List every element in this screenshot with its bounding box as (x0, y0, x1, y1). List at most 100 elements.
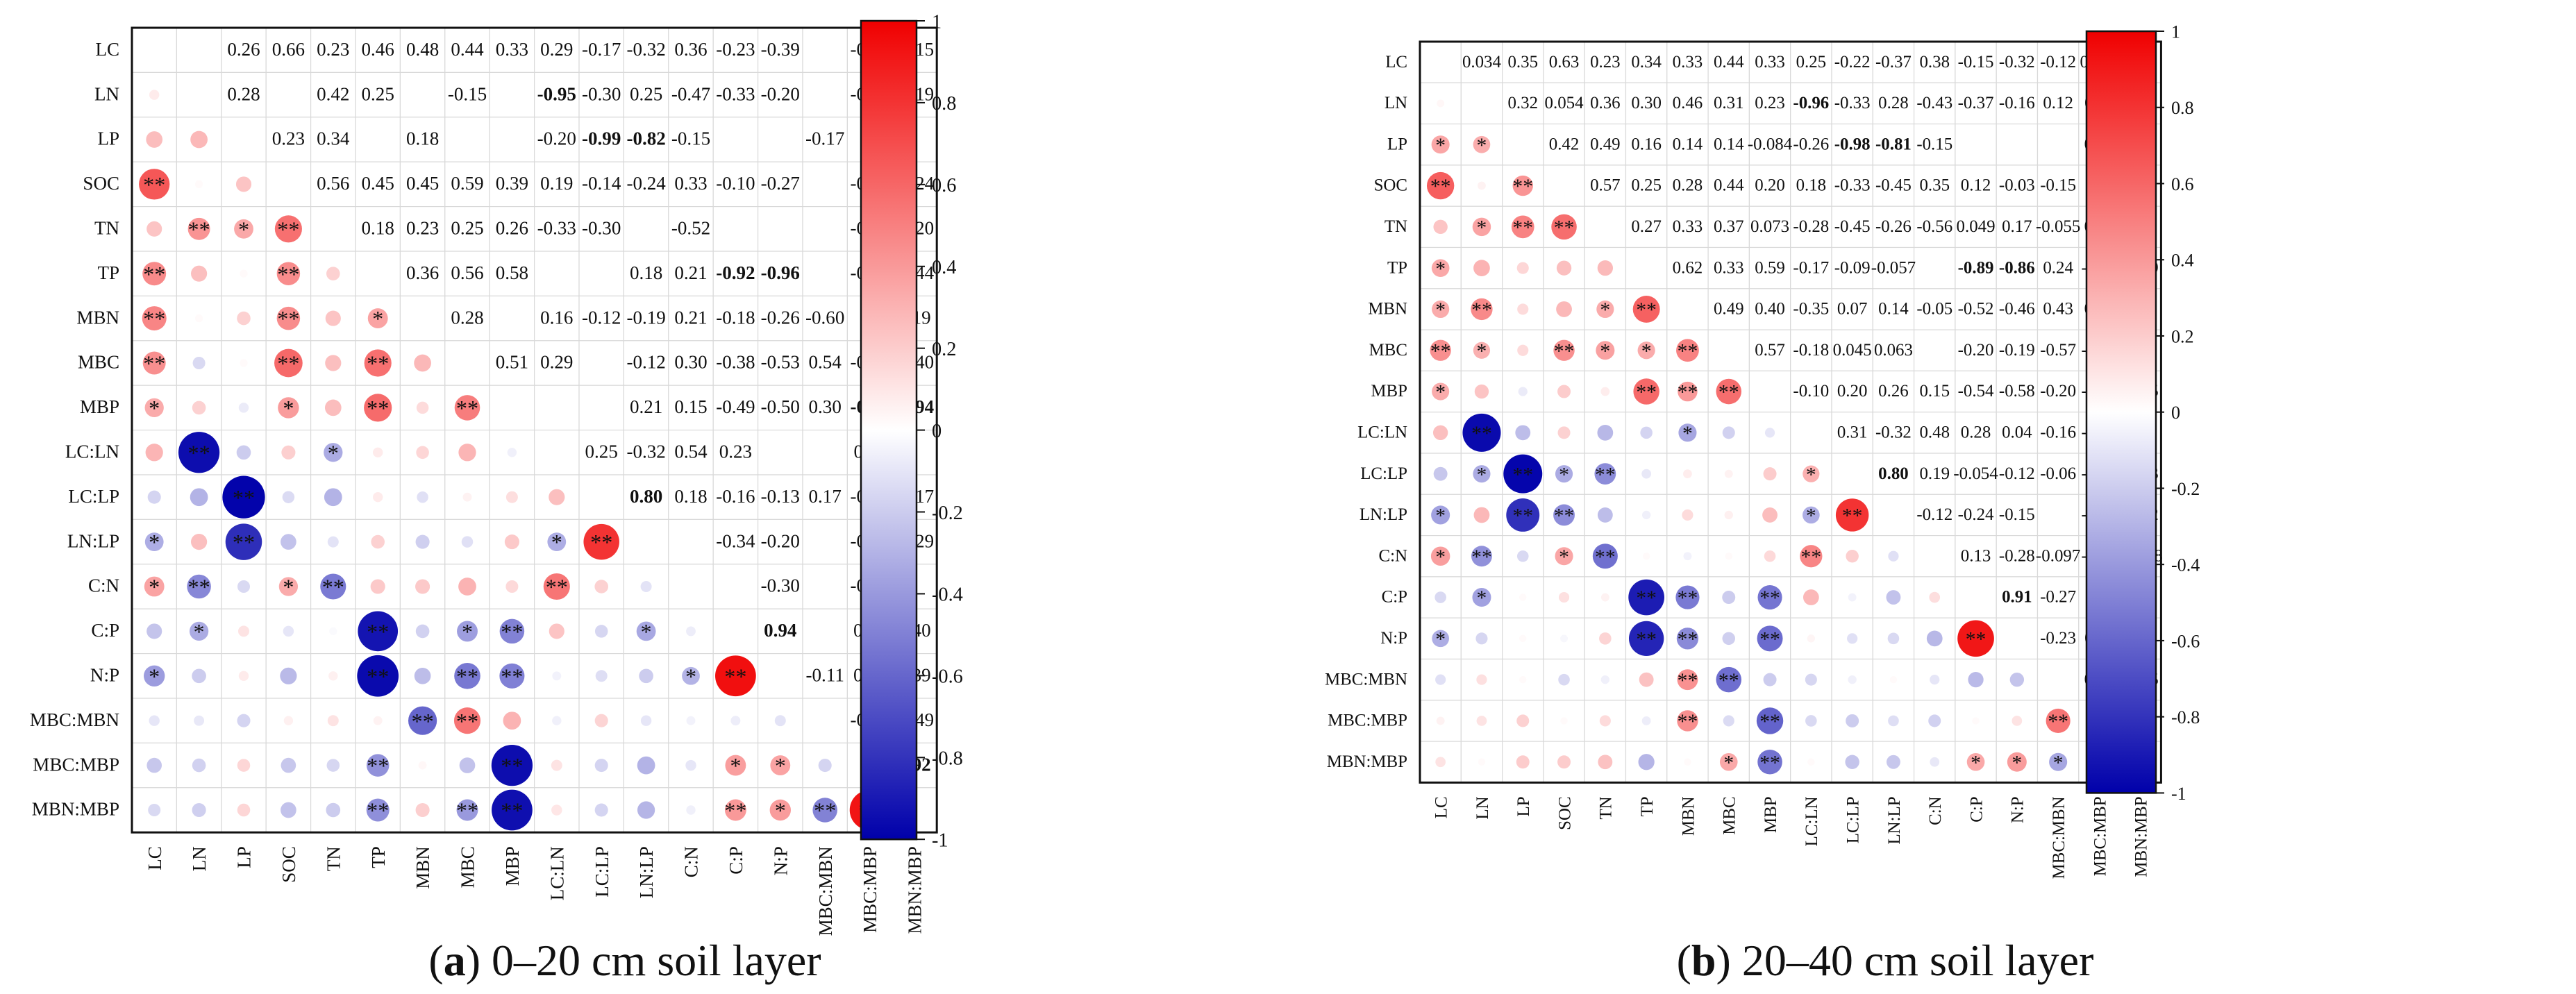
coefficient-label: -0.47 (671, 83, 710, 104)
correlation-circle (194, 314, 203, 323)
correlation-circle (1553, 504, 1575, 526)
correlation-circle (1556, 301, 1572, 317)
correlation-circle (1835, 498, 1869, 532)
significance-mark: ** (590, 530, 612, 555)
correlation-circle (357, 655, 399, 697)
significance-mark: * (685, 664, 696, 689)
row-label: LC (95, 39, 119, 60)
grid-cell (802, 27, 848, 74)
correlation-circle (1807, 634, 1816, 643)
grid-cell (668, 71, 714, 118)
grid-cell (1625, 658, 1668, 701)
row-label: MBN (1368, 300, 1407, 319)
grid-cell (533, 385, 580, 431)
grid-cell (1955, 576, 1997, 618)
significance-mark: ** (1678, 670, 1698, 692)
correlation-circle (1675, 585, 1700, 609)
grid-cell (1748, 370, 1791, 413)
significance-mark: ** (143, 306, 165, 331)
coefficient-label: 0.34 (1631, 53, 1662, 71)
correlation-circle (276, 262, 301, 285)
correlation-circle (190, 488, 208, 507)
significance-mark: * (1435, 505, 1446, 528)
correlation-circle (499, 618, 525, 644)
grid-cell (1460, 658, 1503, 701)
row-label: C:P (1382, 588, 1407, 607)
grid-cell (1996, 82, 2039, 125)
coefficient-label: -0.22 (1834, 53, 1871, 71)
colorbar-tick-label: -0.2 (932, 503, 963, 524)
correlation-circle (1478, 758, 1486, 766)
coefficient-label: -0.34 (716, 530, 755, 551)
coefficient-label: 0.80 (630, 486, 662, 507)
significance-mark: ** (367, 753, 389, 778)
significance-mark: ** (1759, 711, 1780, 733)
grid-cell (1748, 82, 1791, 125)
grid-cell (1955, 412, 1997, 454)
grid-cell (802, 698, 848, 744)
row-label: MBC:MBN (30, 709, 119, 730)
correlation-circle (1888, 715, 1899, 727)
correlation-circle (1511, 215, 1534, 239)
grid-cell (2036, 453, 2080, 495)
grid-cell (1872, 288, 1915, 330)
grid-cell (668, 519, 714, 565)
grid-cell (1996, 453, 2039, 495)
correlation-circle (371, 534, 385, 549)
row-label: SOC (1374, 176, 1407, 195)
correlation-circle (1632, 295, 1660, 323)
coefficient-label: -0.09 (1834, 258, 1871, 277)
significance-mark: ** (277, 262, 299, 287)
heatmap-panel-b: 0.034 0.35 0.63 0.23 0.34 0.33 0.44 0.33 0.25 -0.… (1288, 0, 2576, 994)
grid-cell (802, 71, 848, 118)
coefficient-label: -0.10 (716, 173, 755, 194)
grid-cell (1872, 494, 1915, 537)
correlation-circle (192, 668, 206, 684)
grid-cell (1955, 453, 1997, 495)
significance-mark: ** (1512, 464, 1533, 486)
grid-cell (444, 27, 490, 74)
correlation-circle (1592, 544, 1618, 569)
grid-cell (802, 474, 848, 521)
correlation-circle (1597, 507, 1613, 523)
grid-cell (399, 385, 446, 431)
coefficient-label: -0.98 (1834, 135, 1871, 153)
coefficient-label: 0.39 (496, 173, 528, 194)
grid-cell (668, 474, 714, 521)
correlation-circle (1676, 627, 1699, 650)
correlation-circle (552, 716, 562, 725)
coefficient-label: -0.81 (1875, 135, 1912, 153)
row-label: C:P (91, 620, 119, 641)
significance-mark: ** (1678, 629, 1698, 651)
coefficient-label: 0.18 (630, 262, 662, 283)
significance-mark: * (775, 798, 786, 823)
coefficient-label: -0.45 (1875, 176, 1912, 195)
row-label: N:P (1380, 629, 1407, 648)
correlation-circle (408, 706, 437, 735)
correlation-circle (1764, 428, 1775, 438)
correlation-circle (235, 176, 252, 192)
coefficient-label: 0.33 (496, 39, 528, 60)
coefficient-label: -0.055 (2036, 217, 2080, 236)
correlation-circle (595, 670, 608, 682)
correlation-circle (1682, 509, 1693, 521)
correlation-circle (417, 491, 428, 503)
significance-mark: ** (1966, 629, 1987, 651)
coefficient-label: 0.20 (1837, 382, 1868, 401)
correlation-circle (730, 716, 741, 726)
correlation-circle (458, 578, 476, 596)
colorbar-tick-label: -0.2 (2171, 479, 2200, 499)
grid-cell (1996, 412, 2039, 454)
correlation-circle (1957, 620, 1994, 657)
column-label: LC:LN (1803, 796, 1821, 846)
coefficient-label: -0.24 (626, 173, 666, 194)
correlation-circle (1757, 584, 1782, 610)
coefficient-label: 0.12 (2043, 94, 2073, 112)
grid-cell (802, 295, 848, 342)
correlation-circle (583, 523, 619, 560)
significance-mark: ** (1678, 340, 1698, 362)
correlation-circle (1517, 303, 1529, 315)
correlation-circle (329, 627, 337, 636)
coefficient-label: -0.33 (537, 218, 576, 239)
row-label: C:N (1379, 546, 1408, 565)
